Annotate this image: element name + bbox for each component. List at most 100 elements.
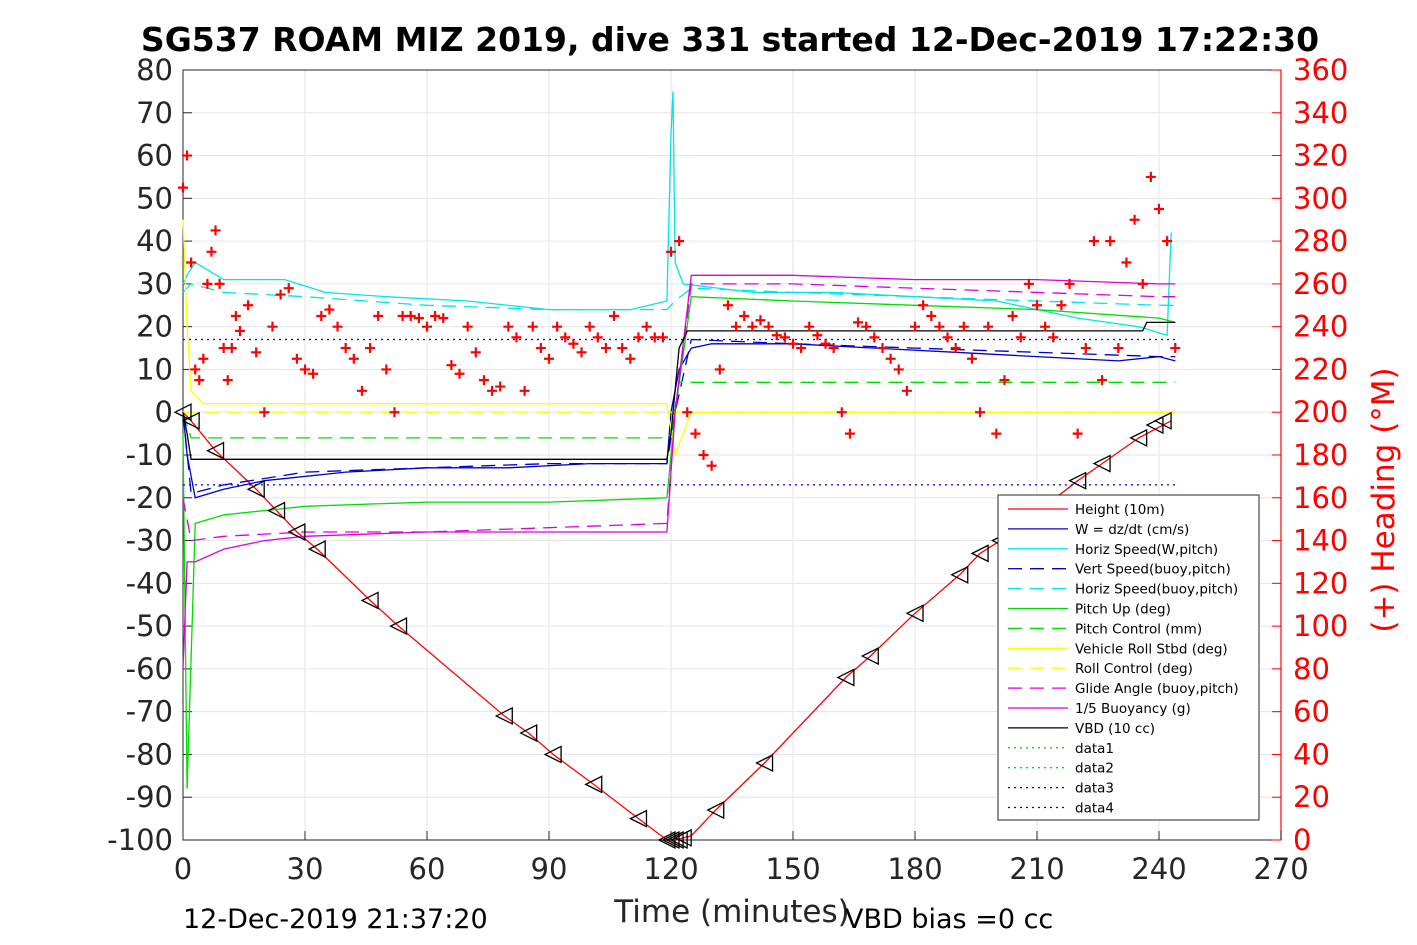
heading-point (194, 375, 205, 386)
depth-marker (706, 801, 725, 820)
heading-point (308, 368, 319, 379)
heading-point (836, 407, 847, 418)
heading-point (731, 321, 742, 332)
heading-point (739, 310, 750, 321)
heading-point (234, 325, 245, 336)
heading-point (365, 343, 376, 354)
heading-point (1129, 214, 1140, 225)
heading-point (568, 338, 579, 349)
y-tick-label: -80 (126, 737, 173, 771)
heading-point (446, 360, 457, 371)
depth-marker (860, 647, 879, 666)
legend: Height (10m) W = dz/dt (cm/s) Horiz Speed(… (997, 494, 1260, 821)
heading-point (747, 321, 758, 332)
heading-point (788, 338, 798, 349)
heading-point (901, 385, 912, 396)
chart-title: SG537 ROAM MIZ 2019, dive 331 started 12… (141, 20, 1319, 59)
heading-point (178, 182, 188, 193)
legend-label: Horiz Speed(buoy,pitch) (1075, 582, 1238, 598)
heading-point (202, 278, 213, 289)
legend-label: Horiz Speed(W,pitch) (1075, 542, 1218, 558)
heading-point (1048, 332, 1059, 343)
heading-point (633, 332, 644, 343)
y-tick-label: -60 (126, 652, 173, 686)
heading-point (519, 385, 530, 396)
heading-point (251, 347, 262, 358)
heading-point (600, 343, 611, 354)
legend-label: Roll Control (deg) (1075, 661, 1193, 677)
heading-point (641, 321, 652, 332)
depth-marker (836, 668, 855, 687)
heading-point (259, 407, 270, 418)
heading-point (190, 364, 201, 375)
depth-marker (665, 830, 684, 850)
heading-point (1113, 343, 1124, 354)
y-tick-label: 70 (136, 96, 173, 130)
heading-point (356, 385, 367, 396)
y2-tick-label: 20 (1293, 780, 1330, 814)
legend-label: Height (10m) (1075, 502, 1165, 518)
heading-point (340, 343, 351, 354)
y2-tick-label: 120 (1293, 566, 1348, 600)
heading-point (291, 353, 302, 364)
series-line-6 (182, 381, 1176, 439)
y-tick-label: -30 (126, 524, 173, 558)
heading-point (438, 313, 449, 324)
depth-marker (584, 775, 603, 794)
heading-point (316, 310, 327, 321)
heading-point (283, 283, 294, 294)
heading-point (657, 332, 668, 343)
heading-point (991, 428, 1002, 439)
y2-tick-label: 220 (1293, 352, 1348, 386)
heading-point (222, 375, 233, 386)
heading-point (348, 353, 359, 364)
heading-point (828, 343, 839, 354)
depth-marker (1129, 428, 1148, 447)
heading-point (198, 353, 209, 364)
heading-point (552, 321, 563, 332)
heading-point (186, 257, 197, 268)
heading-point (1040, 321, 1051, 332)
heading-point (324, 304, 335, 315)
heading-point (535, 343, 546, 354)
legend-label: Vehicle Roll Stbd (deg) (1075, 641, 1228, 657)
heading-point (1056, 300, 1067, 311)
x-tick-label: 120 (643, 852, 698, 886)
heading-point (674, 236, 685, 247)
heading-point (853, 317, 864, 328)
y-tick-label: 0 (155, 395, 173, 429)
heading-point (934, 321, 945, 332)
heading-point (893, 364, 904, 375)
heading-point (1088, 236, 1099, 247)
series-line-5 (182, 296, 1176, 789)
heading-point (812, 330, 823, 341)
heading-point (206, 246, 217, 257)
heading-point (722, 300, 733, 311)
heading-point (1121, 257, 1132, 268)
y2-tick-label: 0 (1293, 823, 1311, 857)
depth-marker (673, 828, 692, 847)
x-tick-label: 0 (174, 852, 192, 886)
heading-point (332, 321, 343, 332)
heading-point (1097, 375, 1108, 386)
y2-tick-label: 160 (1293, 481, 1348, 515)
heading-point (617, 343, 628, 354)
heading-point (844, 428, 855, 439)
series-line-11 (182, 321, 1176, 460)
heading-point (230, 310, 241, 321)
footer-timestamp: 12-Dec-2019 21:37:20 (183, 904, 488, 935)
y-tick-label: -20 (126, 481, 173, 515)
heading-point (682, 407, 693, 418)
y2-tick-label: 80 (1293, 652, 1330, 686)
heading-point (487, 385, 498, 396)
heading-point (755, 315, 766, 326)
heading-point (950, 343, 961, 354)
y2-tick-label: 140 (1293, 524, 1348, 558)
heading-point (495, 381, 506, 392)
x-axis-label: Time (minutes) (613, 894, 849, 930)
heading-point (698, 450, 709, 460)
depth-marker (543, 745, 562, 764)
x-tick-label: 270 (1253, 852, 1308, 886)
y-tick-label: 10 (136, 352, 173, 386)
y-tick-label: 30 (136, 267, 173, 301)
